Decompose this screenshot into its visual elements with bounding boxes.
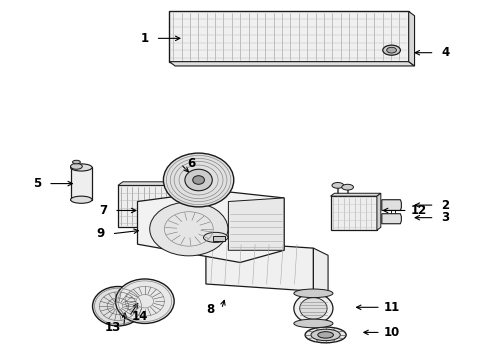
Ellipse shape	[163, 153, 234, 207]
Text: 8: 8	[207, 303, 215, 316]
Polygon shape	[377, 193, 381, 230]
Ellipse shape	[294, 293, 333, 323]
Bar	[71, 167, 92, 200]
Polygon shape	[409, 12, 415, 66]
Polygon shape	[169, 62, 415, 66]
Ellipse shape	[71, 164, 92, 171]
Ellipse shape	[294, 319, 333, 328]
Ellipse shape	[387, 47, 396, 53]
Polygon shape	[331, 193, 381, 196]
Bar	[331, 196, 377, 230]
Text: 4: 4	[441, 46, 449, 59]
Bar	[118, 185, 189, 226]
Ellipse shape	[294, 289, 333, 298]
Polygon shape	[382, 214, 401, 224]
Polygon shape	[228, 198, 284, 250]
Ellipse shape	[71, 163, 82, 169]
Text: 3: 3	[441, 211, 449, 224]
Text: 7: 7	[99, 204, 107, 217]
Ellipse shape	[332, 183, 343, 188]
Ellipse shape	[300, 298, 327, 319]
Polygon shape	[382, 200, 401, 211]
Text: 6: 6	[187, 157, 196, 170]
Ellipse shape	[318, 332, 333, 338]
Text: 11: 11	[384, 301, 400, 314]
Text: 9: 9	[97, 227, 105, 240]
Ellipse shape	[150, 202, 228, 256]
Ellipse shape	[71, 196, 92, 203]
Ellipse shape	[93, 287, 144, 326]
Text: 1: 1	[141, 32, 149, 45]
Polygon shape	[138, 191, 284, 262]
Text: 5: 5	[33, 177, 42, 190]
Ellipse shape	[383, 45, 400, 55]
Text: 13: 13	[105, 320, 121, 333]
Text: 14: 14	[132, 310, 148, 323]
Polygon shape	[314, 248, 328, 295]
Text: 2: 2	[441, 199, 449, 212]
Ellipse shape	[116, 279, 174, 323]
Ellipse shape	[185, 169, 212, 191]
Bar	[169, 12, 409, 62]
Ellipse shape	[342, 184, 353, 190]
Ellipse shape	[305, 327, 346, 343]
Ellipse shape	[73, 160, 80, 164]
Polygon shape	[189, 182, 194, 226]
Ellipse shape	[203, 232, 228, 242]
Ellipse shape	[193, 176, 204, 184]
Ellipse shape	[311, 329, 340, 341]
Text: 12: 12	[410, 204, 427, 217]
Polygon shape	[118, 182, 194, 185]
Text: 10: 10	[384, 326, 400, 339]
Bar	[213, 235, 225, 241]
Polygon shape	[206, 241, 314, 291]
